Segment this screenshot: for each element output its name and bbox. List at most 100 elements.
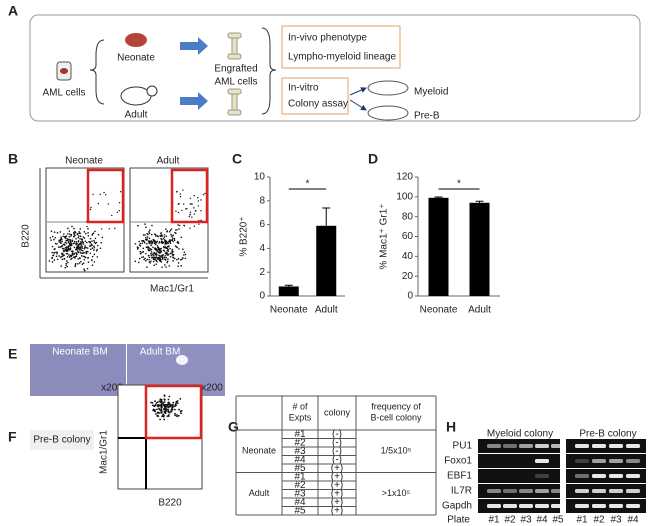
cell-dot (73, 240, 76, 243)
cell-dot (73, 252, 75, 255)
cell-dot (67, 241, 70, 244)
cell-dot (60, 265, 62, 267)
cell-dot (170, 233, 172, 236)
cell-dot (148, 246, 150, 249)
cell-dot (160, 405, 163, 408)
cell-dot (164, 240, 166, 243)
cell-dot (93, 253, 96, 256)
cell-dot (198, 223, 200, 225)
engrafted-label: AML cells (215, 77, 258, 88)
cell-dot (147, 254, 150, 257)
cell-dot (91, 234, 94, 236)
cell-dot (76, 245, 78, 247)
label-box (30, 430, 94, 450)
cell-dot (61, 247, 64, 250)
cell-dot (81, 252, 84, 255)
cell-dot (134, 260, 137, 263)
cell-dot (78, 248, 81, 251)
cell-dot (151, 224, 153, 227)
gel-band (551, 504, 565, 508)
cell-dot (77, 240, 80, 243)
cell-dot (180, 412, 182, 415)
cell-dot (60, 238, 62, 241)
cell-dot (65, 262, 68, 265)
gel-band (535, 444, 549, 448)
expt: #5 (294, 463, 306, 474)
cell-dot (68, 254, 70, 256)
cell-dot (136, 248, 139, 250)
cell-dot (169, 252, 172, 255)
cell-dot (177, 262, 180, 264)
expt: #3 (294, 488, 306, 499)
cell-dot (53, 248, 56, 251)
dish (367, 80, 409, 96)
cell-dot (90, 206, 92, 209)
cell-dot (67, 261, 69, 264)
cell-dot (101, 236, 104, 239)
cell-dot (159, 400, 161, 403)
cell-dot (204, 192, 206, 195)
cell-dot (81, 240, 84, 243)
cell-dot (171, 405, 174, 408)
cell-dot (150, 260, 152, 262)
cell-dot (167, 410, 170, 413)
cell-dot (170, 235, 173, 237)
in-vivo-text: Lympho-myeloid lineage (288, 52, 396, 63)
cell-dot (70, 235, 72, 237)
cell-dot (166, 415, 169, 417)
cell-dot (52, 235, 54, 238)
cell-dot (161, 242, 164, 244)
table-header: frequency of B-cell colony (370, 402, 422, 423)
gel-band (609, 504, 623, 508)
cell-dot (165, 228, 167, 230)
panel-label: A (8, 3, 18, 19)
cell-dot (166, 247, 169, 250)
adult-head (146, 85, 158, 97)
cell-dot (189, 211, 192, 213)
cell-dot (83, 258, 86, 261)
cell-dot (159, 247, 161, 250)
cell-dot (174, 414, 177, 417)
cell-dot (64, 248, 67, 251)
cell-dot (176, 229, 178, 231)
cell-dot (180, 236, 183, 239)
cell-dot (171, 248, 174, 251)
cell-dot (171, 404, 174, 407)
cell-dot (93, 246, 96, 249)
magnification: x200 (201, 383, 223, 394)
cell-dot (50, 239, 52, 241)
cell-dot (78, 232, 81, 235)
y-tick-label: 2 (259, 267, 265, 278)
cell-dot (66, 247, 68, 250)
y-axis-label: % B220⁺ (239, 216, 250, 256)
cell-dot (142, 256, 145, 258)
cell-dot (69, 244, 72, 246)
gel-band (503, 474, 517, 478)
cell-dot (154, 240, 156, 242)
myeloid-label: Myeloid (414, 87, 448, 98)
cell-dot (142, 234, 145, 236)
cell-dot (111, 214, 113, 217)
cell-dot (160, 261, 163, 263)
expt: #4 (294, 497, 306, 508)
cell-dot (166, 261, 168, 264)
gel-band (551, 459, 565, 463)
image-label: Neonate BM (52, 347, 108, 358)
gel-strip (478, 469, 560, 483)
cell-dot (116, 211, 119, 214)
cell-dot (155, 259, 158, 262)
cell-dot (145, 246, 148, 249)
cell-dot (100, 241, 103, 244)
cell-dot (69, 247, 72, 250)
cell-dot (71, 250, 74, 252)
gel-band (592, 459, 606, 463)
cell-dot (58, 255, 60, 257)
cell-dot (150, 251, 153, 253)
cell-dot (175, 404, 177, 407)
cell-dot (58, 239, 60, 242)
cell-dot (169, 247, 171, 250)
cell-dot (74, 262, 77, 265)
cell-dot (176, 400, 179, 402)
cell-dot (155, 248, 158, 251)
cell-dot (73, 256, 76, 258)
